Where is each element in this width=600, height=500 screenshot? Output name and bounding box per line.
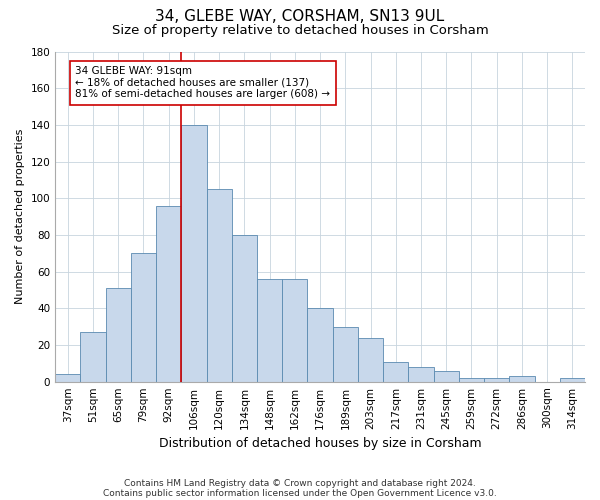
Text: Contains HM Land Registry data © Crown copyright and database right 2024.: Contains HM Land Registry data © Crown c… <box>124 478 476 488</box>
Bar <box>332 326 358 382</box>
Bar <box>383 362 409 382</box>
Text: 34 GLEBE WAY: 91sqm
← 18% of detached houses are smaller (137)
81% of semi-detac: 34 GLEBE WAY: 91sqm ← 18% of detached ho… <box>76 66 331 100</box>
Bar <box>560 378 585 382</box>
Bar <box>232 235 257 382</box>
Y-axis label: Number of detached properties: Number of detached properties <box>15 129 25 304</box>
Bar <box>131 254 156 382</box>
X-axis label: Distribution of detached houses by size in Corsham: Distribution of detached houses by size … <box>159 437 481 450</box>
Bar <box>282 279 307 382</box>
Bar <box>80 332 106 382</box>
Text: 34, GLEBE WAY, CORSHAM, SN13 9UL: 34, GLEBE WAY, CORSHAM, SN13 9UL <box>155 9 445 24</box>
Bar <box>181 125 206 382</box>
Bar <box>434 370 459 382</box>
Bar <box>358 338 383 382</box>
Text: Size of property relative to detached houses in Corsham: Size of property relative to detached ho… <box>112 24 488 37</box>
Bar <box>459 378 484 382</box>
Bar <box>206 189 232 382</box>
Bar <box>257 279 282 382</box>
Bar <box>509 376 535 382</box>
Bar <box>156 206 181 382</box>
Bar <box>409 367 434 382</box>
Bar <box>484 378 509 382</box>
Text: Contains public sector information licensed under the Open Government Licence v3: Contains public sector information licen… <box>103 488 497 498</box>
Bar <box>307 308 332 382</box>
Bar <box>106 288 131 382</box>
Bar <box>55 374 80 382</box>
